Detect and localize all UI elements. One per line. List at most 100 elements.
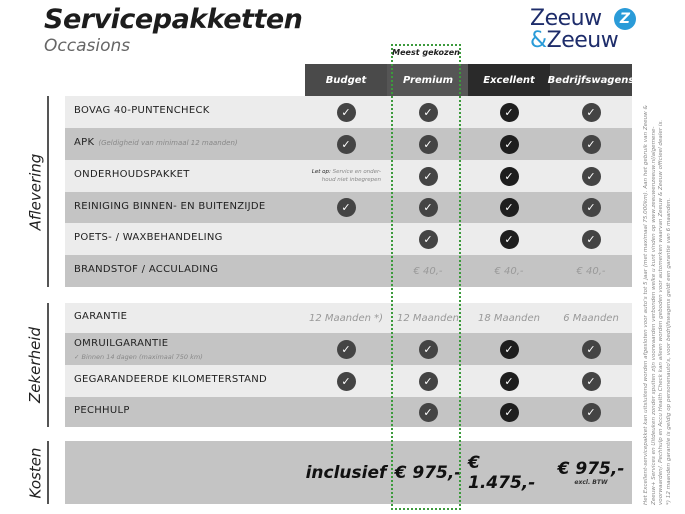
cell-budget: inclusief: [305, 441, 387, 504]
check-icon: ✓: [336, 339, 356, 359]
note-text: Service en onder-houd niet inbegrepen: [321, 169, 381, 183]
cell-premium: ✓: [387, 160, 469, 192]
cell-premium: € 975,-: [387, 441, 469, 504]
budget-note: Let op: Service en onder-houd niet inbeg…: [305, 168, 387, 184]
check-icon: ✓: [418, 339, 438, 359]
cell-budget: ✓: [305, 96, 387, 128]
cell-excellent: € 40,-: [468, 255, 550, 287]
popular-label: Meest gekozen: [392, 48, 460, 57]
column-header-premium: Premium: [387, 64, 469, 96]
cell-value: 6 Maanden: [563, 312, 619, 324]
check-icon: ✓: [581, 229, 601, 249]
table-row: inclusief € 975,- € 1.475,- € 975,- excl. BT…: [65, 441, 632, 504]
check-icon: ✓: [499, 198, 519, 217]
check-icon: ✓: [581, 339, 601, 359]
cell-bedrijfswagens: € 40,-: [550, 255, 632, 287]
cell-budget: Let op: Service en onder-houd niet inbeg…: [305, 160, 387, 192]
cell-value: € 1.475,-: [468, 452, 536, 493]
check-icon: ✓: [418, 198, 438, 217]
cell-premium: ✓: [387, 223, 469, 255]
cell-bedrijfswagens: ✓: [550, 397, 632, 427]
cell-excellent: ✓: [468, 160, 550, 192]
row-label-text: ONDERHOUDSPAKKET: [74, 169, 190, 180]
cell-excellent: ✓: [468, 333, 550, 365]
cell-bedrijfswagens: ✓: [550, 223, 632, 255]
row-label: REINIGING BINNEN- EN BUITENZIJDE: [74, 201, 266, 212]
row-label-text: APK: [74, 137, 95, 148]
row-label: GEGARANDEERDE KILOMETERSTAND: [74, 374, 267, 385]
table-row: BOVAG 40-PUNTENCHECK ✓ ✓ ✓ ✓: [65, 96, 632, 128]
cell-budget: [305, 255, 387, 287]
cell-premium: ✓: [387, 365, 469, 397]
cell-excellent: ✓: [468, 96, 550, 128]
cell-value: 18 Maanden: [478, 312, 540, 324]
section-label-aflevering: Aflevering: [26, 153, 44, 230]
cell-excellent: ✓: [468, 192, 550, 223]
check-icon: ✓: [499, 339, 519, 359]
cell-excellent: ✓: [468, 223, 550, 255]
check-icon: ✓: [499, 134, 519, 154]
cell-value: 12 Maanden *): [308, 312, 384, 324]
row-label-text: POETS- / WAXBEHANDELING: [74, 232, 223, 243]
row-label-text: GARANTIE: [74, 311, 128, 322]
row-label-text: BRANDSTOF / ACCULADING: [74, 264, 219, 275]
logo-text: Zeeuw: [530, 6, 602, 31]
check-icon: ✓: [418, 166, 438, 186]
check-icon: ✓: [581, 371, 601, 391]
row-label: APK (Geldigheid van minimaal 12 maanden): [74, 137, 238, 148]
check-icon: ✓: [499, 402, 519, 422]
section-label-zekerheid: Zekerheid: [26, 327, 44, 404]
cell-excellent: € 1.475,-: [468, 441, 550, 504]
check-icon: ✓: [418, 371, 438, 391]
cell-bedrijfswagens: 6 Maanden: [550, 303, 632, 333]
cell-premium: € 40,-: [387, 255, 469, 287]
row-label-text: OMRUILGARANTIE: [74, 338, 169, 349]
check-icon: ✓: [336, 134, 356, 154]
cell-bedrijfswagens: ✓: [550, 96, 632, 128]
cell-premium: ✓: [387, 397, 469, 427]
table-row: GEGARANDEERDE KILOMETERSTAND ✓ ✓ ✓ ✓: [65, 365, 632, 397]
row-label: GARANTIE: [74, 311, 127, 322]
check-icon: ✓: [581, 402, 601, 422]
table-row: ONDERHOUDSPAKKET Let op: Service en onder…: [65, 160, 632, 192]
cell-premium: ✓: [387, 128, 469, 160]
page-subtitle: Occasions: [44, 36, 131, 56]
cell-value: inclusief: [305, 462, 387, 483]
note-bold: Let op:: [311, 169, 331, 175]
cell-budget: [305, 223, 387, 255]
row-label-text: BOVAG 40-PUNTENCHECK: [74, 105, 210, 116]
row-label: OMRUILGARANTIE: [74, 338, 168, 349]
row-label-text: GEGARANDEERDE KILOMETERSTAND: [74, 374, 268, 385]
cell-bedrijfswagens: ✓: [550, 128, 632, 160]
row-label-text: REINIGING BINNEN- EN BUITENZIJDE: [74, 200, 266, 212]
cell-bedrijfswagens: ✓: [550, 365, 632, 397]
cell-premium: 12 Maanden: [387, 303, 469, 333]
cell-value: € 40,-: [494, 265, 524, 277]
cell-bedrijfswagens: ✓: [550, 160, 632, 192]
check-icon: ✓: [581, 198, 601, 217]
check-icon: ✓: [499, 102, 519, 122]
row-label-note: (Geldigheid van minimaal 12 maanden): [98, 139, 238, 147]
cell-budget: ✓: [305, 128, 387, 160]
section-divider: [47, 441, 49, 504]
section-label-kosten: Kosten: [26, 447, 44, 498]
cell-premium: ✓: [387, 96, 469, 128]
check-icon: ✓: [418, 402, 438, 422]
cell-value: € 40,-: [576, 265, 606, 277]
cell-budget: ✓: [305, 192, 387, 223]
cell-budget: ✓: [305, 365, 387, 397]
check-icon: ✓: [336, 102, 356, 122]
cell-excellent: ✓: [468, 397, 550, 427]
row-sub-note: ✓ Binnen 14 dagen (maximaal 750 km): [74, 353, 203, 361]
cell-excellent: ✓: [468, 365, 550, 397]
table-row: GARANTIE 12 Maanden *) 12 Maanden 18 Maande…: [65, 303, 632, 333]
table-row: PECHHULP ✓ ✓ ✓: [65, 397, 632, 427]
column-header-excellent: Excellent: [468, 64, 550, 96]
logo-z-icon: Z: [614, 8, 636, 30]
check-icon: ✓: [499, 166, 519, 186]
section-divider: [47, 303, 49, 427]
check-icon: ✓: [581, 166, 601, 186]
column-header-bedrijfswagens: Bedrijfswagens: [548, 64, 634, 96]
cell-value: € 40,-: [413, 265, 443, 277]
cell-bedrijfswagens: € 975,- excl. BTW: [550, 441, 632, 504]
